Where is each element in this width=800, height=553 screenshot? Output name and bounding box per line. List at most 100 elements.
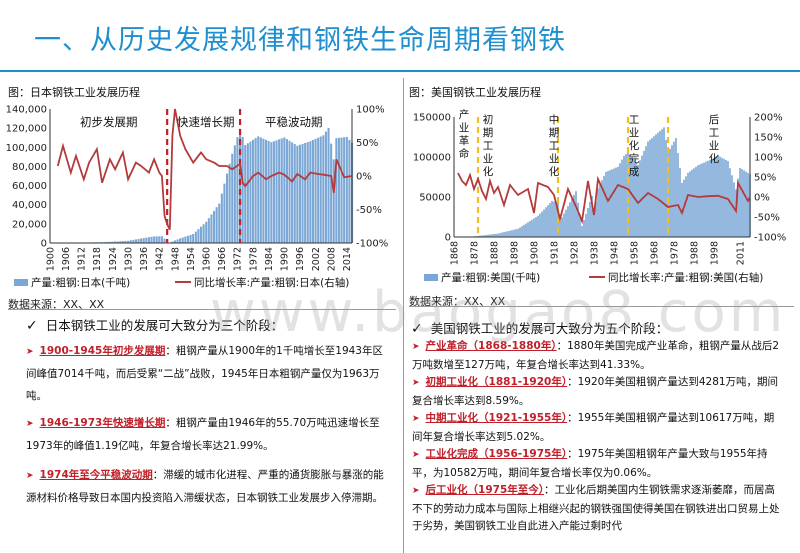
production-bar	[571, 198, 573, 237]
phase-label-char: 命	[459, 147, 470, 160]
production-bar	[121, 241, 124, 243]
production-bar	[585, 213, 587, 237]
x-tick-label: 1960	[202, 247, 213, 271]
phase-label-char: 革	[459, 134, 470, 147]
production-bar	[137, 239, 140, 243]
production-bar	[259, 137, 262, 243]
production-bar	[497, 233, 499, 237]
production-bar	[611, 169, 613, 237]
production-bar	[306, 142, 309, 243]
production-bar	[567, 206, 569, 237]
production-bar	[200, 226, 203, 243]
x-tick-label: 1868	[449, 241, 460, 265]
production-bar	[309, 141, 312, 243]
y-tick-label: 100000	[413, 153, 451, 164]
production-bar	[621, 159, 623, 237]
right-section-header: ✓ 美国钢铁工业的发展可大致分为五个阶段：	[411, 318, 668, 337]
production-bar	[593, 214, 595, 237]
production-bar	[517, 228, 519, 237]
production-bar	[617, 166, 619, 237]
y-tick-label: 120,000	[6, 124, 47, 135]
legend-bar-label: 产量:粗钢:美国(千吨)	[441, 271, 540, 284]
y2-tick-label: 150%	[754, 133, 783, 144]
phase-text: ：滞缓的城市化进程、严重的通货膨胀与暴涨的能源材料价格导致日本国内投资陷入滞缓状…	[26, 469, 384, 504]
right-paragraph: ➤ 中期工业化（1921-1955年）：1955年美国粗钢产量达到10617万吨，…	[412, 410, 782, 446]
production-bar	[511, 230, 513, 237]
production-bar	[513, 229, 515, 237]
legend-bar-swatch	[424, 274, 438, 281]
arrow-icon: ➤	[412, 378, 420, 388]
production-bar	[186, 235, 189, 243]
production-bar	[119, 241, 122, 243]
y-tick-label: 0	[41, 239, 47, 250]
production-bar	[629, 154, 631, 237]
production-bar	[228, 163, 231, 243]
growth-rate-line	[457, 172, 751, 225]
right-chart-caption: 图：美国钢铁工业发展历程	[409, 86, 541, 99]
production-bar	[348, 139, 351, 243]
production-bar	[493, 234, 495, 237]
arrow-icon: ➤	[26, 419, 34, 429]
production-bar	[215, 207, 218, 243]
production-bar	[171, 241, 174, 243]
production-bar	[501, 232, 503, 237]
production-bar	[499, 233, 501, 237]
phase-label: 工业化完成（1956-1975年）	[425, 448, 568, 460]
y-tick-label: 40,000	[12, 200, 47, 211]
production-bar	[595, 201, 597, 237]
production-bar	[613, 168, 615, 237]
production-bar	[745, 171, 747, 237]
x-tick-label: 1990	[280, 247, 291, 271]
x-tick-label: 1900	[45, 247, 56, 271]
y2-tick-label: -100%	[754, 233, 786, 244]
x-tick-label: 1928	[569, 241, 580, 265]
right-paragraph: ➤ 产业革命（1868-1880年）：1880年美国完成产业革命，粗钢产量从战后2…	[412, 338, 782, 374]
production-bar	[569, 202, 571, 237]
production-bar	[280, 138, 283, 243]
x-tick-label: 1930	[123, 247, 134, 271]
x-tick-label: 1968	[649, 241, 660, 265]
production-bar	[134, 239, 137, 243]
production-bar	[479, 235, 481, 237]
phase-label-char: 工	[483, 140, 494, 152]
production-bar	[625, 154, 627, 237]
production-bar	[553, 201, 555, 237]
phase-label-char: 业	[549, 153, 560, 165]
production-bar	[699, 164, 701, 237]
production-bar	[671, 145, 673, 237]
left-source-divider	[8, 309, 396, 310]
x-tick-label: 1984	[264, 247, 275, 271]
production-bar	[481, 235, 483, 237]
production-bar	[559, 221, 561, 237]
production-bar	[535, 217, 537, 237]
production-bar	[631, 157, 633, 237]
phase-label-char: 完	[629, 152, 640, 165]
production-bar	[142, 238, 145, 243]
production-bar	[589, 201, 591, 237]
production-bar	[116, 241, 119, 243]
phase-label-char: 业	[483, 153, 494, 165]
production-bar	[531, 219, 533, 237]
production-bar	[283, 137, 286, 243]
production-bar	[695, 166, 697, 237]
production-bar	[657, 132, 659, 237]
arrow-icon: ➤	[26, 347, 34, 357]
production-bar	[153, 236, 156, 243]
y-tick-label: 140,000	[6, 105, 47, 116]
production-bar	[337, 137, 340, 243]
y2-tick-label: 50%	[754, 173, 776, 184]
arrow-icon: ➤	[412, 342, 420, 352]
production-bar	[565, 209, 567, 237]
production-bar	[327, 128, 330, 243]
production-bar	[691, 169, 693, 237]
x-tick-label: 1908	[529, 241, 540, 265]
production-bar	[615, 167, 617, 237]
production-bar	[267, 141, 270, 243]
production-bar	[317, 137, 320, 243]
production-bar	[155, 236, 158, 243]
legend-bar-swatch	[14, 279, 28, 286]
production-bar	[197, 229, 200, 243]
production-bar	[669, 148, 671, 237]
checkmark-icon: ✓	[26, 318, 38, 334]
production-bar	[587, 207, 589, 237]
